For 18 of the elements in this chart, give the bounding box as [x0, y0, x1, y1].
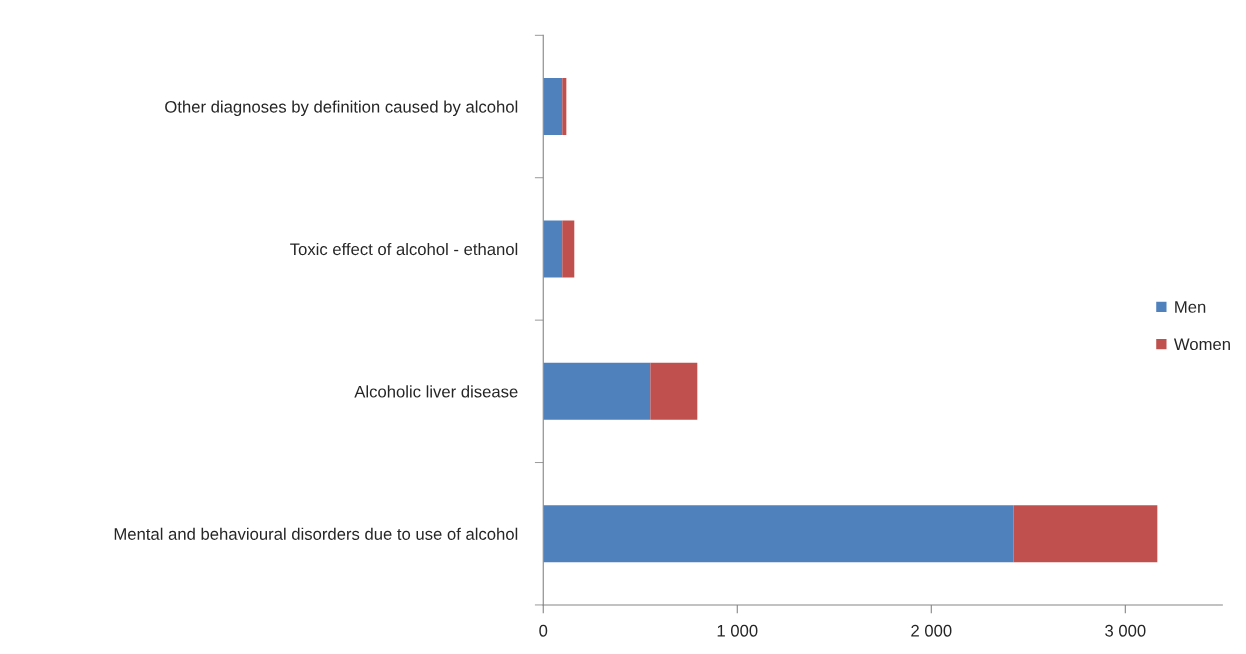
x-tick-label: 3 000 — [1105, 624, 1146, 637]
bar — [543, 362, 651, 420]
y-tick-label: Other diagnoses by definition caused by alcohol — [165, 100, 518, 117]
bar — [1013, 505, 1158, 563]
bar — [562, 220, 575, 278]
bar — [543, 78, 563, 135]
bar — [562, 78, 567, 135]
legend-label: Women — [1173, 338, 1230, 351]
bar — [543, 505, 1014, 563]
y-tick-label: Alcoholic liver disease — [354, 385, 518, 398]
bar — [543, 220, 563, 278]
x-tick-label: 0 — [539, 624, 548, 637]
y-tick-label: Mental and behavioural disorders due to use of alcohol — [114, 527, 518, 540]
y-tick-label: Toxic effect of alcohol - ethanol — [290, 242, 518, 256]
legend-label: Men — [1175, 301, 1206, 313]
x-tick-label: 1 000 — [717, 624, 758, 637]
bar — [650, 362, 698, 420]
x-tick-label: 2 000 — [911, 624, 952, 637]
